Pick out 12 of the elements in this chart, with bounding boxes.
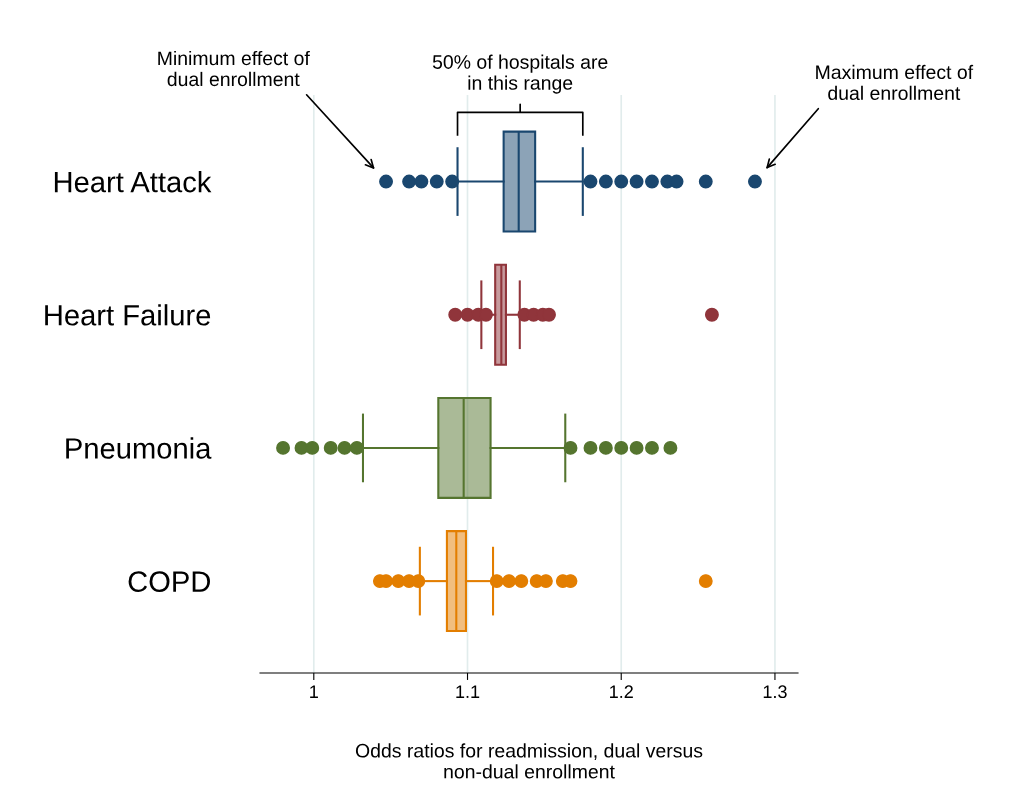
y-tick-label: Heart Failure [45, 304, 211, 326]
text: Maximum effect of dual enrollment [816, 64, 974, 101]
x-tick-label: 1.2 [610, 685, 633, 698]
x-tick-label: 1.1 [456, 685, 480, 698]
x-tick-label: 1 [310, 685, 318, 698]
text: Minimum effect of dual enrollment [158, 50, 310, 87]
y-tick-label: Heart Attack [54, 171, 212, 193]
y-tick-label: Pneumonia [66, 437, 212, 459]
text: 50% of hospitals are in this range [432, 54, 608, 94]
x-axis-title: Odds ratios for readmission, dual versus non-dual enrollment [355, 743, 703, 779]
x-tick-label: 1.3 [763, 685, 787, 699]
y-tick-label: COPD [128, 571, 210, 592]
